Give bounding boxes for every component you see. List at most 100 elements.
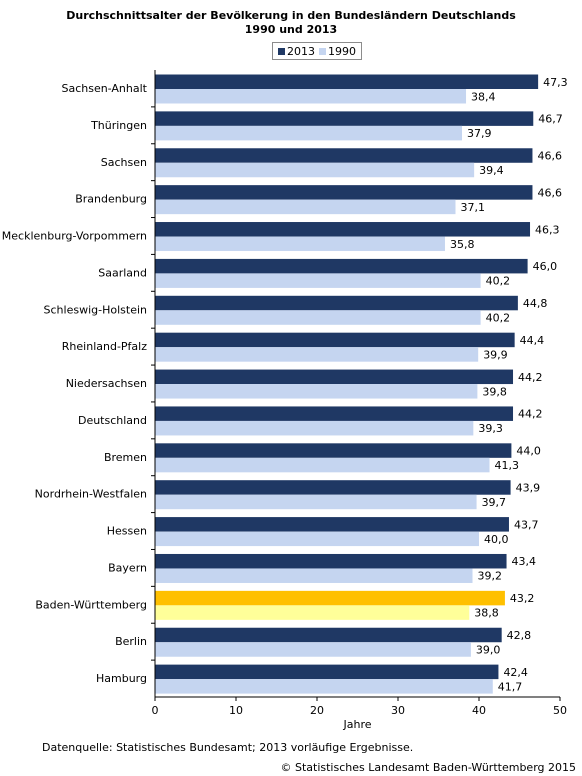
legend-item-2013: 2013 xyxy=(278,45,315,58)
bar-2013-bremen xyxy=(155,443,512,458)
data-label-1990-deutschland: 39,3 xyxy=(478,422,503,435)
bar-1990-mecklenburg-vorpommern xyxy=(155,236,445,252)
data-label-1990-berlin: 39,0 xyxy=(476,643,501,656)
data-label-1990-saarland: 40,2 xyxy=(486,275,511,288)
bar-2013-sachsen xyxy=(155,148,533,163)
source-note: Datenquelle: Statistisches Bundesamt; 20… xyxy=(42,741,414,754)
bar-2013-brandenburg xyxy=(155,185,533,200)
bar-2013-baden-württemberg xyxy=(155,590,505,606)
data-label-2013-thüringen: 46,7 xyxy=(538,113,563,126)
bar-1990-rheinland-pfalz xyxy=(155,347,479,362)
x-tick-label-40: 40 xyxy=(472,704,486,717)
data-label-2013-brandenburg: 46,6 xyxy=(537,186,562,199)
bar-1990-bayern xyxy=(155,568,473,583)
category-label-bayern: Bayern xyxy=(108,561,147,574)
bar-1990-berlin xyxy=(155,642,471,657)
data-label-2013-sachsen-anhalt: 47,3 xyxy=(543,76,568,89)
data-label-2013-rheinland-pfalz: 44,4 xyxy=(520,334,545,347)
bar-1990-brandenburg xyxy=(155,199,456,215)
bar-1990-sachsen xyxy=(155,162,475,178)
bar-2013-thüringen xyxy=(155,111,534,126)
bar-1990-thüringen xyxy=(155,125,462,141)
x-tick-label-50: 50 xyxy=(553,704,567,717)
category-label-bremen: Bremen xyxy=(104,451,147,464)
bar-1990-bremen xyxy=(155,457,490,473)
category-label-hessen: Hessen xyxy=(107,525,147,538)
category-label-deutschland: Deutschland xyxy=(78,414,147,427)
bar-1990-sachsen-anhalt xyxy=(155,89,467,104)
bar-1990-hamburg xyxy=(155,679,493,694)
chart-title-line-1: Durchschnittsalter der Bevölkerung in de… xyxy=(66,9,516,22)
category-label-mecklenburg-vorpommern: Mecklenburg-Vorpommern xyxy=(2,230,147,243)
bar-1990-niedersachsen xyxy=(155,384,478,399)
legend-label-2013: 2013 xyxy=(287,44,315,58)
legend-label-1990: 1990 xyxy=(328,44,356,58)
category-label-sachsen-anhalt: Sachsen-Anhalt xyxy=(61,82,147,95)
legend-swatch-2013 xyxy=(278,47,285,55)
category-label-nordrhein-westfalen: Nordrhein-Westfalen xyxy=(35,488,147,501)
x-tick-label-30: 30 xyxy=(391,704,405,717)
bar-1990-baden-württemberg xyxy=(155,605,470,620)
category-label-baden-württemberg: Baden-Württemberg xyxy=(35,598,147,611)
legend-item-1990: 1990 xyxy=(319,45,356,58)
bar-2013-hessen xyxy=(155,517,509,532)
legend: 2013 1990 xyxy=(272,42,362,60)
bar-1990-schleswig-holstein xyxy=(155,310,481,325)
data-label-1990-thüringen: 37,9 xyxy=(467,127,492,140)
data-label-1990-mecklenburg-vorpommern: 35,8 xyxy=(450,238,475,251)
data-label-2013-mecklenburg-vorpommern: 46,3 xyxy=(535,223,560,236)
bar-2013-bayern xyxy=(155,553,507,569)
data-label-1990-sachsen-anhalt: 38,4 xyxy=(471,90,496,103)
category-label-thüringen: Thüringen xyxy=(90,119,147,132)
bar-2013-sachsen-anhalt xyxy=(155,74,539,89)
data-label-2013-hessen: 43,7 xyxy=(514,518,539,531)
data-label-2013-baden-württemberg: 43,2 xyxy=(510,592,535,605)
x-axis-label: Jahre xyxy=(342,718,371,731)
data-label-1990-hessen: 40,0 xyxy=(484,533,509,546)
data-label-1990-hamburg: 41,7 xyxy=(498,680,523,693)
category-label-saarland: Saarland xyxy=(98,266,147,279)
data-label-1990-schleswig-holstein: 40,2 xyxy=(486,312,511,325)
data-label-2013-bremen: 44,0 xyxy=(516,445,541,458)
category-label-berlin: Berlin xyxy=(115,635,147,648)
x-tick-label-10: 10 xyxy=(229,704,243,717)
category-label-schleswig-holstein: Schleswig-Holstein xyxy=(44,303,147,316)
data-label-2013-deutschland: 44,2 xyxy=(518,408,543,421)
data-label-1990-bayern: 39,2 xyxy=(478,570,503,583)
chart-title: Durchschnittsalter der Bevölkerung in de… xyxy=(0,9,582,37)
category-label-hamburg: Hamburg xyxy=(96,672,147,685)
data-label-2013-saarland: 46,0 xyxy=(533,260,558,273)
category-label-sachsen: Sachsen xyxy=(101,156,147,169)
bar-2013-mecklenburg-vorpommern xyxy=(155,222,531,237)
bar-1990-saarland xyxy=(155,273,481,288)
bar-2013-nordrhein-westfalen xyxy=(155,480,511,495)
data-label-2013-nordrhein-westfalen: 43,9 xyxy=(516,481,541,494)
data-label-1990-niedersachsen: 39,8 xyxy=(482,385,507,398)
data-label-1990-baden-württemberg: 38,8 xyxy=(474,607,499,620)
chart-title-line-2: 1990 und 2013 xyxy=(244,23,338,36)
bar-2013-rheinland-pfalz xyxy=(155,332,515,348)
x-tick-label-20: 20 xyxy=(310,704,324,717)
data-label-1990-sachsen: 39,4 xyxy=(479,164,504,177)
bar-1990-deutschland xyxy=(155,420,474,436)
data-label-1990-bremen: 41,3 xyxy=(495,459,520,472)
data-label-2013-schleswig-holstein: 44,8 xyxy=(523,297,548,310)
data-label-1990-brandenburg: 37,1 xyxy=(461,201,486,214)
x-tick-label-0: 0 xyxy=(152,704,159,717)
category-label-rheinland-pfalz: Rheinland-Pfalz xyxy=(62,340,147,353)
bar-2013-schleswig-holstein xyxy=(155,295,518,311)
copyright-note: © Statistisches Landesamt Baden-Württemb… xyxy=(280,761,576,774)
bar-2013-hamburg xyxy=(155,664,499,680)
data-label-1990-nordrhein-westfalen: 39,7 xyxy=(482,496,507,509)
data-label-1990-rheinland-pfalz: 39,9 xyxy=(483,348,508,361)
data-label-2013-sachsen: 46,6 xyxy=(537,150,562,163)
bar-2013-deutschland xyxy=(155,406,514,421)
data-label-2013-hamburg: 42,4 xyxy=(503,666,528,679)
bar-2013-saarland xyxy=(155,258,528,274)
bar-2013-niedersachsen xyxy=(155,369,514,385)
data-label-2013-niedersachsen: 44,2 xyxy=(518,371,543,384)
data-label-2013-bayern: 43,4 xyxy=(512,555,537,568)
bar-1990-hessen xyxy=(155,531,479,547)
category-label-niedersachsen: Niedersachsen xyxy=(66,377,147,390)
